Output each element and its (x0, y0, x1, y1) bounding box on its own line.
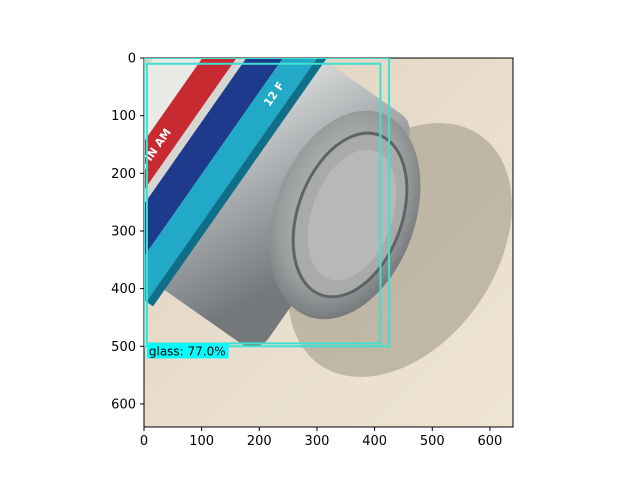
detection-label-bg (146, 343, 229, 359)
detection-box (145, 62, 382, 345)
x-tick-label: 400 (362, 434, 387, 449)
y-tick-label: 0 (128, 52, 136, 67)
y-axis: 0 100 200 300 400 500 600 (111, 52, 144, 412)
x-tick-label: 600 (478, 434, 503, 449)
detection-label: glass: 77.0% (149, 344, 226, 358)
detection-labels: glass: 77.0% (146, 343, 229, 359)
y-tick-label: 600 (111, 397, 136, 412)
x-tick-label: 300 (305, 434, 330, 449)
can-blue-stripe (144, 58, 308, 286)
can-red-stripe (144, 58, 276, 264)
x-tick-label: 100 (189, 434, 214, 449)
y-tick-label: 200 (111, 167, 136, 182)
x-tick-label: 200 (247, 434, 272, 449)
x-tick-label: 0 (140, 434, 148, 449)
detection-box (144, 58, 391, 348)
photo: BREWED IN AM 12 F (144, 58, 513, 427)
y-tick-label: 500 (111, 340, 136, 355)
y-tick-label: 100 (111, 109, 136, 124)
x-axis: 0 100 200 300 400 500 600 (140, 427, 502, 449)
can-cyan-stripe (144, 58, 330, 302)
detections (144, 58, 391, 348)
x-tick-label: 500 (420, 434, 445, 449)
y-tick-label: 400 (111, 282, 136, 297)
y-tick-label: 300 (111, 224, 136, 239)
